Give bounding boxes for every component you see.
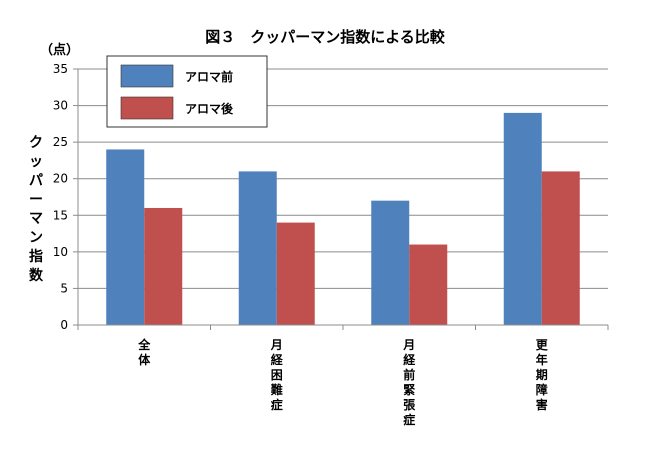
x-category-char: 期 xyxy=(536,367,548,382)
y-tick-label: 35 xyxy=(53,62,68,76)
axes xyxy=(77,69,609,330)
x-category-label: 月経前緊張症 xyxy=(402,338,416,427)
y-tick-label: 25 xyxy=(53,135,68,149)
y-tick-label: 20 xyxy=(53,172,68,186)
bar-0-0 xyxy=(106,149,145,325)
bar-0-2 xyxy=(371,200,410,325)
bars xyxy=(106,112,580,325)
x-category-char: 年 xyxy=(536,352,548,367)
y-axis-title-char: パ xyxy=(29,173,43,189)
legend-swatch-1 xyxy=(120,96,174,120)
legend-label-0: アロマ前 xyxy=(185,69,233,84)
y-tick-labels: 0 5 10 15 20 25 30 35 xyxy=(53,62,68,332)
x-category-label: 月経困難症 xyxy=(270,338,284,412)
bar-1-0 xyxy=(144,207,183,325)
bar-1-1 xyxy=(276,222,315,325)
y-axis-title-char: ク xyxy=(29,135,43,151)
x-category-label: 全体 xyxy=(137,337,151,367)
y-axis-title-char: 指 xyxy=(29,248,43,265)
y-axis-title-char: 数 xyxy=(29,267,44,284)
x-category-char: 前 xyxy=(403,367,415,382)
y-unit-label: （点） xyxy=(40,42,79,58)
chart-title: 図３ クッパーマン指数による比較 xyxy=(205,28,446,46)
y-tick-label: 5 xyxy=(60,281,68,295)
y-tick-label: 15 xyxy=(53,208,68,222)
legend-swatch-0 xyxy=(120,64,174,88)
x-category-char: 障 xyxy=(536,382,548,397)
bar-1-2 xyxy=(409,244,448,325)
x-category-char: 月 xyxy=(402,338,415,352)
x-category-label: 更年期障害 xyxy=(536,338,549,412)
legend-label-1: アロマ後 xyxy=(185,101,234,116)
bar-0-3 xyxy=(503,112,542,325)
y-tick-label: 0 xyxy=(60,318,68,332)
bar-0-1 xyxy=(238,171,277,325)
y-axis-title-char: マ xyxy=(29,211,43,227)
y-tick-label: 10 xyxy=(53,245,68,259)
y-axis-title-char: ー xyxy=(29,192,43,208)
x-category-char: 体 xyxy=(138,352,151,367)
x-category-char: 害 xyxy=(536,397,548,412)
x-category-char: 経 xyxy=(403,352,416,367)
x-category-char: 症 xyxy=(403,412,415,427)
x-category-char: 張 xyxy=(403,398,416,412)
y-tick-label: 30 xyxy=(53,99,68,113)
y-axis-title-char: ッ xyxy=(29,154,43,170)
x-category-char: 経 xyxy=(271,352,284,367)
x-category-char: 症 xyxy=(271,397,283,412)
x-category-char: 月 xyxy=(270,338,283,352)
y-axis-title: クッパーマン指数 xyxy=(29,135,44,284)
x-category-char: 更 xyxy=(536,338,549,352)
x-category-char: 全 xyxy=(137,337,151,352)
x-category-char: 難 xyxy=(271,382,283,397)
y-axis-title-char: ン xyxy=(29,230,43,246)
y-axis-label: クッパーマン指数 xyxy=(29,135,44,284)
x-category-char: 困 xyxy=(271,368,283,382)
bar-1-3 xyxy=(541,171,580,325)
x-category-char: 緊 xyxy=(403,382,415,397)
